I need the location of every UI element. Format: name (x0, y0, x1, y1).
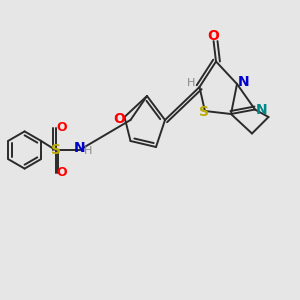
Text: S: S (50, 143, 61, 157)
Text: O: O (113, 112, 125, 126)
Text: H: H (84, 146, 92, 156)
Text: N: N (238, 76, 249, 89)
Text: H: H (187, 78, 195, 88)
Text: N: N (74, 141, 85, 154)
Text: O: O (56, 166, 67, 179)
Text: S: S (199, 106, 209, 119)
Text: O: O (208, 29, 220, 43)
Text: N: N (256, 103, 267, 116)
Text: O: O (56, 121, 67, 134)
